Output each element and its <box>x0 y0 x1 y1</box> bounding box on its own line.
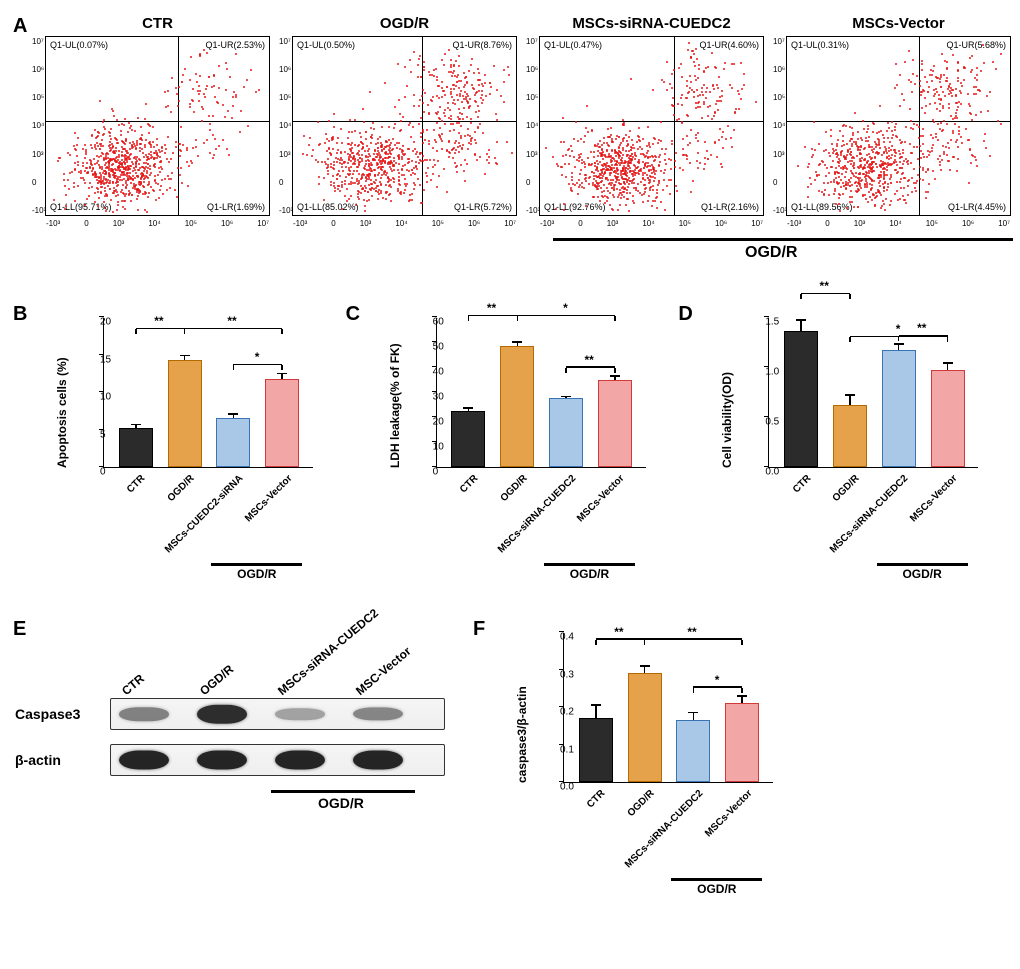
bar-CTR <box>451 411 485 467</box>
blot-band <box>197 705 247 724</box>
panel-A-ogdr-bracket: OGD/R <box>45 238 1005 268</box>
blot-lane-label: OGD/R <box>197 662 236 698</box>
blot-band <box>275 751 325 770</box>
significance-marker: * <box>255 350 260 364</box>
bar-siRNA <box>676 720 710 782</box>
ogdr-label: OGD/R <box>671 882 762 896</box>
significance-marker: ** <box>584 353 593 367</box>
significance-marker: ** <box>614 625 623 639</box>
x-category-label: CTR <box>125 473 147 495</box>
bar-siRNA <box>882 350 916 467</box>
flow-plot: Q1-UL(0.50%)Q1-UR(8.76%)Q1-LL(85.02%)Q1-… <box>292 36 517 216</box>
significance-marker: * <box>563 301 568 315</box>
x-category-label: OGD/R <box>498 473 529 504</box>
flow-cytometry-0: CTR Q1-UL(0.07%)Q1-UR(2.53%)Q1-LL(95.71%)… <box>45 15 270 216</box>
bar-Vector <box>931 370 965 467</box>
flow-title: MSCs-siRNA-CUEDC2 <box>539 15 764 32</box>
flow-plot: Q1-UL(0.07%)Q1-UR(2.53%)Q1-LL(95.71%)Q1-… <box>45 36 270 216</box>
flow-title: MSCs-Vector <box>786 15 1011 32</box>
y-axis-label: LDH leakage(% of FK) <box>388 343 402 468</box>
y-axis-label: Cell viability(OD) <box>720 372 734 468</box>
flow-title: OGD/R <box>292 15 517 32</box>
bar-OGDR <box>168 360 202 467</box>
bar-Vector <box>598 380 632 468</box>
bar-Vector <box>725 703 759 782</box>
flow-title: CTR <box>45 15 270 32</box>
blot-band <box>275 708 325 720</box>
x-category-label: MSCs-Vector <box>575 473 626 524</box>
x-category-label: OGD/R <box>165 473 196 504</box>
blot-lane-label: MSC-Vector <box>353 644 414 698</box>
flow-plot: Q1-UL(0.47%)Q1-UR(4.60%)Q1-LL(92.76%)Q1-… <box>539 36 764 216</box>
y-axis-label: Apoptosis cells (%) <box>55 357 69 468</box>
flow-cytometry-2: MSCs-siRNA-CUEDC2 Q1-UL(0.47%)Q1-UR(4.60%… <box>539 15 764 216</box>
panel-label-D: D <box>678 303 692 326</box>
blot-protein-name: Caspase3 <box>15 706 110 722</box>
significance-marker: ** <box>687 625 696 639</box>
blot-band <box>353 751 403 770</box>
x-category-label: CTR <box>791 473 813 495</box>
x-category-label: OGD/R <box>831 473 862 504</box>
y-axis-label: caspase3/β-actin <box>515 686 529 783</box>
significance-marker: * <box>715 673 720 687</box>
row-EF: E CTROGD/RMSCs-siRNA-CUEDC2MSC-VectorCas… <box>15 618 1005 903</box>
blot-band <box>197 751 247 770</box>
panel-label-E: E <box>13 618 26 641</box>
ogdr-label: OGD/R <box>318 795 364 811</box>
significance-marker: ** <box>154 314 163 328</box>
panel-A: A CTR Q1-UL(0.07%)Q1-UR(2.53%)Q1-LL(95.71… <box>15 15 1005 268</box>
blot-band <box>353 707 403 720</box>
x-category-label: OGD/R <box>625 788 656 819</box>
bar-Vector <box>265 379 299 467</box>
blot-lane-label: CTR <box>119 671 147 698</box>
flow-cytometry-3: MSCs-Vector Q1-UL(0.31%)Q1-UR(5.68%)Q1-LL… <box>786 15 1011 216</box>
panel-B: B 05101520CTROGD/RMSCs-CUEDC2-siRNAMSCs-… <box>15 303 340 588</box>
ogdr-label: OGD/R <box>544 567 635 581</box>
x-category-label: MSCs-Vector <box>703 788 754 839</box>
bar-OGDR <box>500 346 534 467</box>
bar-OGDR <box>833 405 867 467</box>
blot-strip <box>110 744 445 776</box>
x-category-label: CTR <box>585 788 607 810</box>
significance-marker: ** <box>917 321 926 335</box>
blot-strip <box>110 698 445 730</box>
row-BCD: B 05101520CTROGD/RMSCs-CUEDC2-siRNAMSCs-… <box>15 303 1005 588</box>
plot-area: 0.00.10.20.30.4CTROGD/RMSCs-siRNA-CUEDC2… <box>563 633 773 783</box>
blot-band <box>119 751 169 770</box>
x-category-label: MSCs-Vector <box>243 473 294 524</box>
x-category-label: MSCs-Vector <box>908 473 959 524</box>
bar-CTR <box>784 331 818 467</box>
x-category-label: CTR <box>458 473 480 495</box>
panel-label-C: C <box>346 303 360 326</box>
flow-plot: Q1-UL(0.31%)Q1-UR(5.68%)Q1-LL(89.56%)Q1-… <box>786 36 1011 216</box>
significance-marker: ** <box>820 279 829 293</box>
bar-CTR <box>119 428 153 467</box>
ogdr-label: OGD/R <box>877 567 968 581</box>
plot-area: 05101520CTROGD/RMSCs-CUEDC2-siRNAMSCs-Ve… <box>103 318 313 468</box>
blot-protein-name: β-actin <box>15 752 110 768</box>
significance-marker: ** <box>487 301 496 315</box>
panel-E: E CTROGD/RMSCs-siRNA-CUEDC2MSC-VectorCas… <box>15 618 445 903</box>
bar-CTR <box>579 718 613 782</box>
panel-F: F 0.00.10.20.30.4CTROGD/RMSCs-siRNA-CUED… <box>475 618 805 903</box>
ogdr-label: OGD/R <box>211 567 302 581</box>
panel-C: C 0102030405060CTROGD/RMSCs-siRNA-CUEDC2… <box>348 303 673 588</box>
bar-siRNA <box>216 418 250 467</box>
panel-label-A: A <box>13 15 27 38</box>
flow-cytometry-1: OGD/R Q1-UL(0.50%)Q1-UR(8.76%)Q1-LL(85.02… <box>292 15 517 216</box>
bar-OGDR <box>628 673 662 782</box>
bar-siRNA <box>549 398 583 467</box>
plot-area: 0102030405060CTROGD/RMSCs-siRNA-CUEDC2MS… <box>436 318 646 468</box>
significance-marker: ** <box>227 314 236 328</box>
blot-band <box>119 707 169 721</box>
panel-label-F: F <box>473 618 485 641</box>
plot-area: 0.00.51.01.5CTROGD/RMSCs-siRNA-CUEDC2MSC… <box>768 318 978 468</box>
figure: A CTR Q1-UL(0.07%)Q1-UR(2.53%)Q1-LL(95.71… <box>15 15 1005 903</box>
panel-D: D 0.00.51.01.5CTROGD/RMSCs-siRNA-CUEDC2M… <box>680 303 1005 588</box>
panel-label-B: B <box>13 303 27 326</box>
